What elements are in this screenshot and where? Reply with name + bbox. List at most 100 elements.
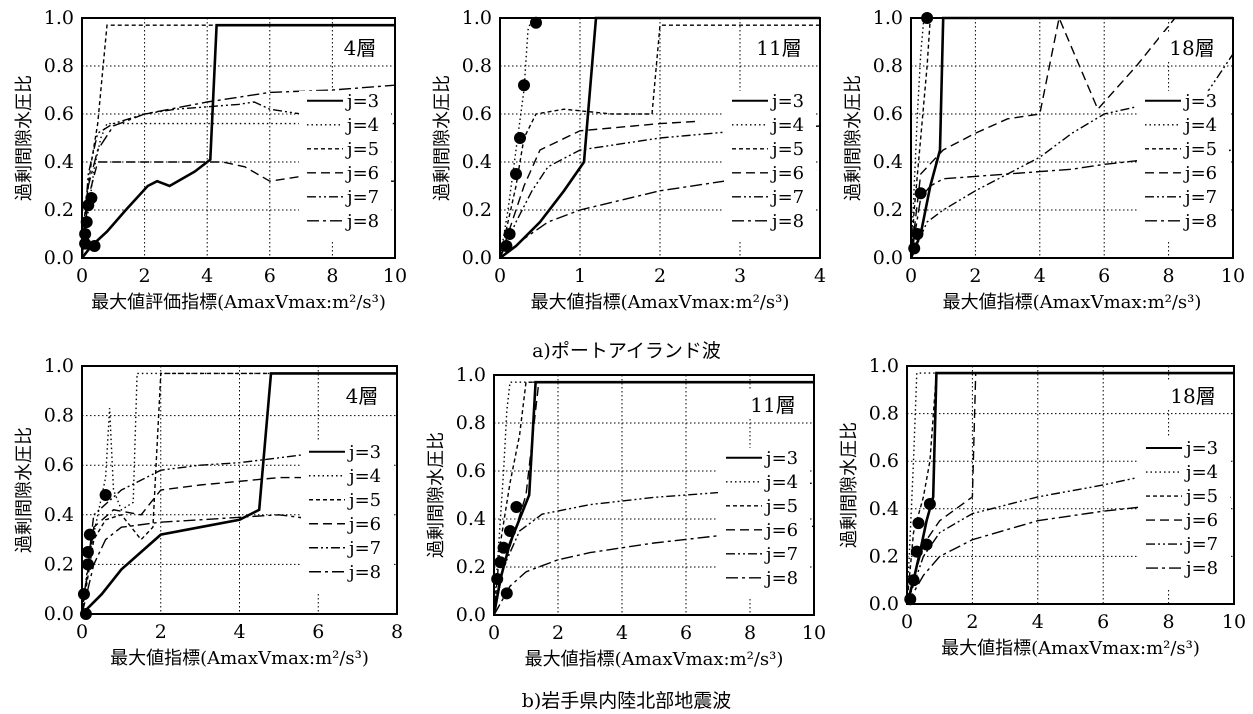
data-marker xyxy=(85,192,98,204)
y-tick-label: 0.0 xyxy=(462,247,492,269)
x-tick-label: 10 xyxy=(1221,265,1245,287)
data-marker xyxy=(79,237,92,250)
plot-frame xyxy=(906,365,1235,605)
x-tick-label: 0 xyxy=(494,265,506,287)
data-marker xyxy=(77,588,90,601)
legend-label: j=3 xyxy=(347,442,381,463)
series-line-j=4 xyxy=(494,381,814,616)
y-tick-label: 0.6 xyxy=(462,103,492,125)
data-marker xyxy=(907,574,920,587)
legend-label: j=5 xyxy=(347,490,381,511)
x-tick-label: 6 xyxy=(312,621,324,643)
y-tick-label: 0.0 xyxy=(456,604,486,626)
y-tick-label: 0.2 xyxy=(44,553,74,575)
legend-label: j=8 xyxy=(1183,211,1217,232)
panel-title: 18層 xyxy=(1170,384,1215,408)
legend-label: j=8 xyxy=(764,568,798,589)
data-marker xyxy=(497,541,510,554)
legend-label: j=3 xyxy=(345,91,379,112)
y-tick-label: 0.6 xyxy=(869,450,899,472)
data-marker xyxy=(514,132,526,144)
data-marker xyxy=(83,528,96,541)
y-tick-label: 0.2 xyxy=(456,556,486,578)
panel-title-background xyxy=(746,32,812,62)
y-tick-label: 0.8 xyxy=(873,55,903,77)
legend-label: j=4 xyxy=(1183,115,1217,136)
panel-title: 4層 xyxy=(344,36,377,60)
y-tick-label: 0.0 xyxy=(44,603,74,625)
data-marker xyxy=(494,556,507,569)
legend-background xyxy=(718,447,810,598)
y-tick-label: 0.4 xyxy=(44,151,74,173)
y-tick-label: 0.0 xyxy=(869,593,899,615)
y-axis-label: 過剰間隙水圧比 xyxy=(843,75,864,201)
x-tick-label: 2 xyxy=(654,265,666,287)
y-tick-label: 1.0 xyxy=(44,7,74,29)
legend-label: j=6 xyxy=(1184,510,1218,531)
panel-title: 11層 xyxy=(756,36,801,60)
x-tick-label: 8 xyxy=(326,265,338,287)
plot-frame xyxy=(81,17,396,259)
x-tick-label: 6 xyxy=(1097,611,1109,633)
x-tick-label: 10 xyxy=(802,622,826,644)
data-marker xyxy=(914,187,927,200)
y-axis-label: 過剰間隙水圧比 xyxy=(432,75,453,201)
caption-b: b)岩手県内陸北部地震波 xyxy=(521,690,732,712)
y-tick-label: 0.6 xyxy=(44,103,74,125)
data-marker xyxy=(80,216,93,228)
series-line-j=7 xyxy=(494,482,814,616)
data-marker xyxy=(530,16,542,29)
x-tick-label: 3 xyxy=(734,265,746,287)
legend-label: j=6 xyxy=(764,520,798,541)
y-tick-label: 0.8 xyxy=(869,403,899,425)
legend-background xyxy=(301,441,393,592)
series-line-j=5 xyxy=(82,372,397,615)
chart-panel-3: 0 2 4 6 8 10 0.0 0.2 0.4 0.6 0.8 1.0 最大値指標(AmaxVmax:… xyxy=(843,7,1245,313)
x-tick-label: 10 xyxy=(383,265,407,287)
data-marker xyxy=(503,228,516,240)
y-tick-label: 0.2 xyxy=(869,545,899,567)
legend-label: j=3 xyxy=(764,448,798,469)
x-tick-label: 4 xyxy=(1032,611,1044,633)
x-axis-label: 最大値指標(AmaxVmax:m²/s³) xyxy=(525,649,784,670)
x-tick-label: 8 xyxy=(391,621,403,643)
legend-label: j=4 xyxy=(764,472,798,493)
legend-label: j=3 xyxy=(1183,91,1217,112)
x-tick-label: 1 xyxy=(574,265,586,287)
y-tick-label: 0.8 xyxy=(456,412,486,434)
x-tick-label: 10 xyxy=(1222,611,1246,633)
series-line-j=6 xyxy=(82,476,319,615)
legend-label: j=4 xyxy=(770,115,804,136)
caption-a: a)ポートアイランド波 xyxy=(532,340,721,362)
x-axis-label: 最大値評価指標(AmaxVmax:m²/s³) xyxy=(91,292,386,313)
data-marker xyxy=(912,517,925,530)
y-tick-label: 0.4 xyxy=(869,498,899,520)
x-tick-label: 0 xyxy=(76,621,88,643)
y-tick-label: 1.0 xyxy=(462,7,492,29)
legend-label: j=4 xyxy=(1184,462,1218,483)
x-tick-label: 0 xyxy=(76,265,88,287)
y-axis-label: 過剰間隙水圧比 xyxy=(426,432,447,558)
y-tick-label: 0.4 xyxy=(44,504,74,526)
legend-background xyxy=(1137,90,1229,241)
data-marker xyxy=(81,558,94,571)
y-axis-label: 過剰間隙水圧比 xyxy=(14,427,35,553)
data-marker xyxy=(79,228,92,240)
legend-label: j=6 xyxy=(770,163,804,184)
legend-label: j=8 xyxy=(770,211,804,232)
data-marker xyxy=(921,12,934,24)
x-tick-label: 2 xyxy=(969,265,981,287)
panel-title: 18層 xyxy=(1169,36,1214,60)
data-marker xyxy=(81,546,94,558)
legend-label: j=8 xyxy=(347,562,381,583)
y-axis-label: 過剰間隙水圧比 xyxy=(839,422,860,548)
data-marker xyxy=(923,498,936,511)
legend-label: j=6 xyxy=(345,163,379,184)
x-tick-label: 4 xyxy=(233,621,245,643)
x-axis-label: 最大値指標(AmaxVmax:m²/s³) xyxy=(941,638,1200,659)
x-tick-label: 8 xyxy=(1163,611,1175,633)
legend-label: j=5 xyxy=(1184,486,1218,507)
panel-title: 4層 xyxy=(346,384,379,408)
y-tick-label: 0.2 xyxy=(44,199,74,221)
y-tick-label: 0.4 xyxy=(462,151,492,173)
